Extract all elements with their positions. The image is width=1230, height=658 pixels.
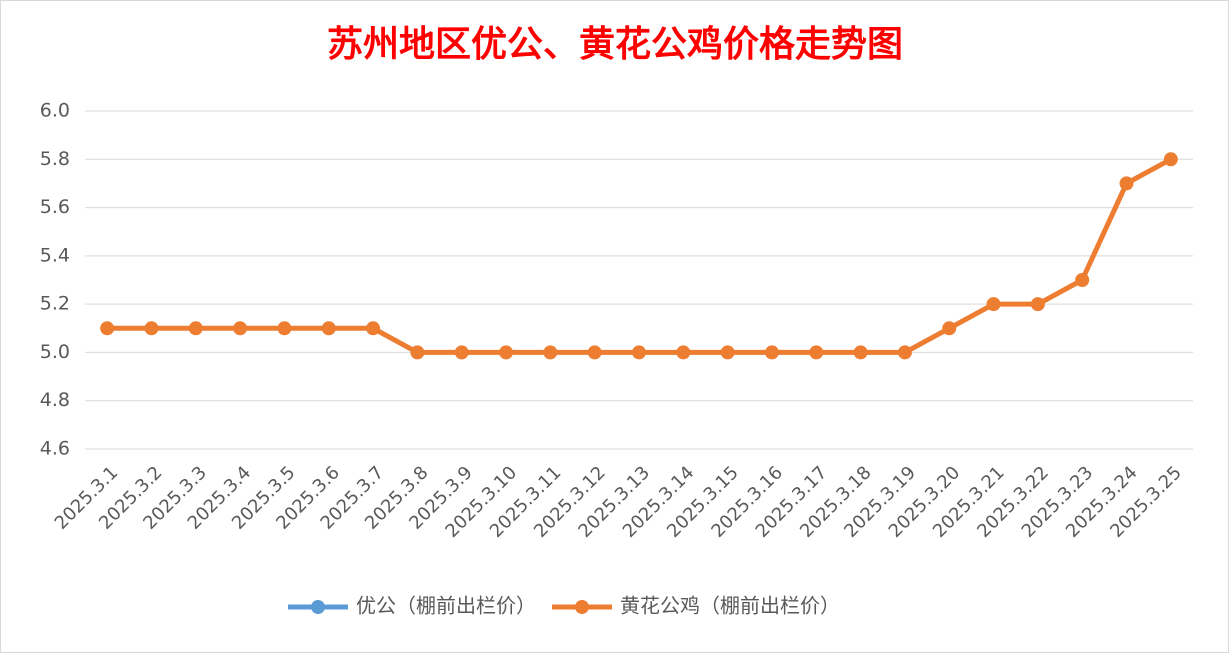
data-point [587, 345, 602, 360]
data-point [321, 321, 336, 336]
data-point [277, 321, 292, 336]
data-point [410, 345, 425, 360]
legend-label: 优公（棚前出栏价） [356, 594, 536, 618]
data-point [986, 297, 1001, 312]
y-tick-label: 6.0 [40, 100, 70, 122]
y-tick-label: 5.4 [40, 244, 70, 266]
y-tick-label: 4.8 [40, 389, 70, 411]
data-point [942, 321, 957, 336]
data-point [632, 345, 646, 360]
legend-marker [575, 600, 589, 614]
data-point [100, 321, 115, 336]
data-point [1119, 176, 1134, 191]
data-point [366, 321, 381, 336]
data-point [1030, 297, 1045, 312]
data-point [676, 345, 691, 360]
data-point [853, 345, 868, 360]
y-tick-label: 5.2 [40, 293, 70, 315]
data-point [144, 321, 159, 336]
data-point [1163, 152, 1178, 167]
data-point [809, 345, 824, 360]
data-point [764, 345, 779, 360]
data-point [720, 345, 735, 360]
data-point [1075, 273, 1090, 287]
legend-marker [311, 600, 325, 614]
legend-label: 黄花公鸡（棚前出栏价） [620, 594, 840, 618]
y-tick-label: 5.0 [40, 341, 70, 363]
y-tick-label: 5.6 [40, 196, 70, 218]
data-point [897, 345, 912, 360]
data-point [188, 321, 203, 336]
data-point [499, 345, 514, 360]
data-point [454, 345, 469, 360]
chart-title: 苏州地区优公、黄花公鸡价格走势图 [327, 23, 903, 65]
y-tick-label: 5.8 [40, 148, 70, 170]
data-point [543, 345, 558, 360]
data-point [233, 321, 248, 336]
y-tick-label: 4.6 [40, 438, 70, 460]
